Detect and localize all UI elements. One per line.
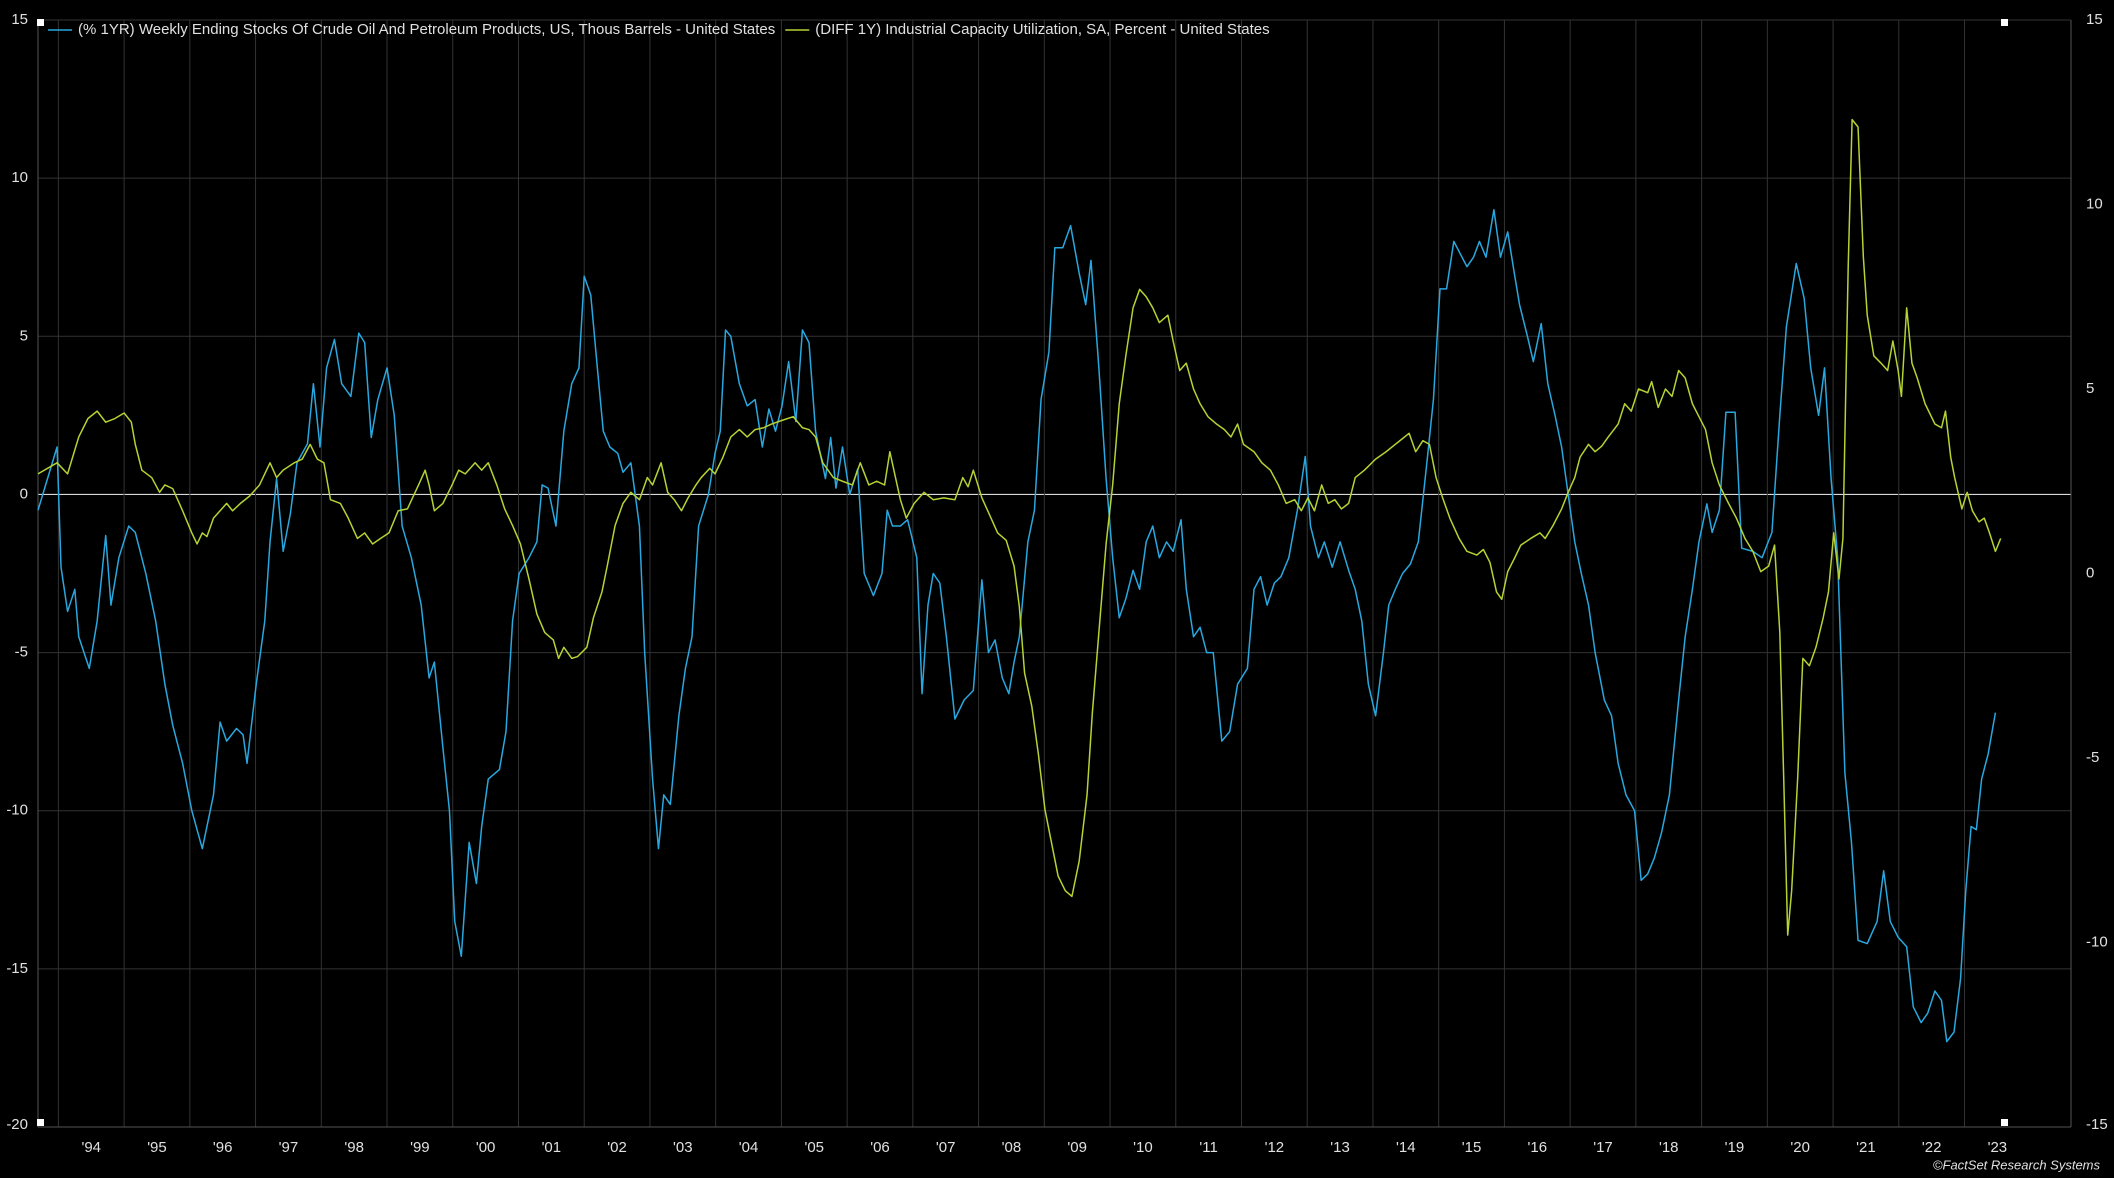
series-line bbox=[37, 118, 2002, 936]
y-tick-label: 10 bbox=[11, 169, 28, 186]
y2-tick-label: 15 bbox=[2086, 11, 2103, 28]
corner-marker bbox=[2001, 1119, 2008, 1126]
y-tick-label: -20 bbox=[6, 1116, 28, 1133]
y-tick-label: -10 bbox=[6, 802, 28, 819]
x-tick-label: '21 bbox=[1856, 1139, 1876, 1156]
y2-tick-label: -10 bbox=[2086, 933, 2108, 950]
x-tick-label: '22 bbox=[1922, 1139, 1942, 1156]
x-tick-label: '04 bbox=[739, 1139, 759, 1156]
x-tick-label: '03 bbox=[673, 1139, 693, 1156]
x-tick-label: '16 bbox=[1527, 1139, 1547, 1156]
x-tick-label: '99 bbox=[410, 1139, 430, 1156]
x-tick-label: '17 bbox=[1593, 1139, 1613, 1156]
x-tick-label: '08 bbox=[1002, 1139, 1022, 1156]
x-tick-label: '94 bbox=[81, 1139, 101, 1156]
x-tick-label: '06 bbox=[870, 1139, 890, 1156]
corner-marker bbox=[2001, 19, 2008, 26]
corner-marker bbox=[37, 1119, 44, 1126]
x-tick-label: '20 bbox=[1790, 1139, 1810, 1156]
x-tick-label: '96 bbox=[213, 1139, 233, 1156]
y2-tick-label: -15 bbox=[2086, 1116, 2108, 1133]
x-tick-label: '18 bbox=[1659, 1139, 1679, 1156]
legend-label: (DIFF 1Y) Industrial Capacity Utilizatio… bbox=[815, 21, 1269, 38]
y-tick-label: 15 bbox=[11, 11, 28, 28]
y2-tick-label: 0 bbox=[2086, 564, 2094, 581]
lines bbox=[37, 118, 2002, 1043]
x-tick-label: '11 bbox=[1199, 1139, 1217, 1156]
labels: -20 -15 -10 -5 0 5 10 15 -15 -10 -5 0 5 10 15 '94 '95 '96… bbox=[6, 11, 2107, 1156]
x-tick-label: '01 bbox=[542, 1139, 562, 1156]
x-tick-label: '10 bbox=[1133, 1139, 1153, 1156]
y-tick-label: 0 bbox=[20, 485, 28, 502]
x-tick-label: '14 bbox=[1396, 1139, 1416, 1156]
y-tick-label: -15 bbox=[6, 960, 28, 977]
x-tick-label: '95 bbox=[147, 1139, 167, 1156]
y2-tick-label: 5 bbox=[2086, 380, 2094, 397]
grid bbox=[37, 19, 2072, 1128]
corner-marker bbox=[37, 19, 44, 26]
y2-tick-label: -5 bbox=[2086, 749, 2099, 766]
x-tick-label: '00 bbox=[476, 1139, 496, 1156]
x-tick-label: '05 bbox=[804, 1139, 824, 1156]
source-note: ©FactSet Research Systems bbox=[1933, 1157, 2101, 1172]
x-tick-label: '12 bbox=[1265, 1139, 1285, 1156]
x-tick-label: '97 bbox=[279, 1139, 299, 1156]
legend-label: (% 1YR) Weekly Ending Stocks Of Crude Oi… bbox=[78, 21, 775, 38]
x-tick-label: '02 bbox=[607, 1139, 627, 1156]
series-line bbox=[37, 209, 1997, 1043]
x-tick-label: '23 bbox=[1988, 1139, 2008, 1156]
y-tick-label: -5 bbox=[15, 644, 28, 661]
y2-tick-label: 10 bbox=[2086, 195, 2103, 212]
x-tick-label: '98 bbox=[344, 1139, 364, 1156]
x-tick-label: '09 bbox=[1067, 1139, 1087, 1156]
y-tick-label: 5 bbox=[20, 327, 28, 344]
x-tick-label: '19 bbox=[1725, 1139, 1745, 1156]
x-tick-label: '07 bbox=[936, 1139, 956, 1156]
x-tick-label: '15 bbox=[1462, 1139, 1482, 1156]
x-tick-label: '13 bbox=[1330, 1139, 1350, 1156]
